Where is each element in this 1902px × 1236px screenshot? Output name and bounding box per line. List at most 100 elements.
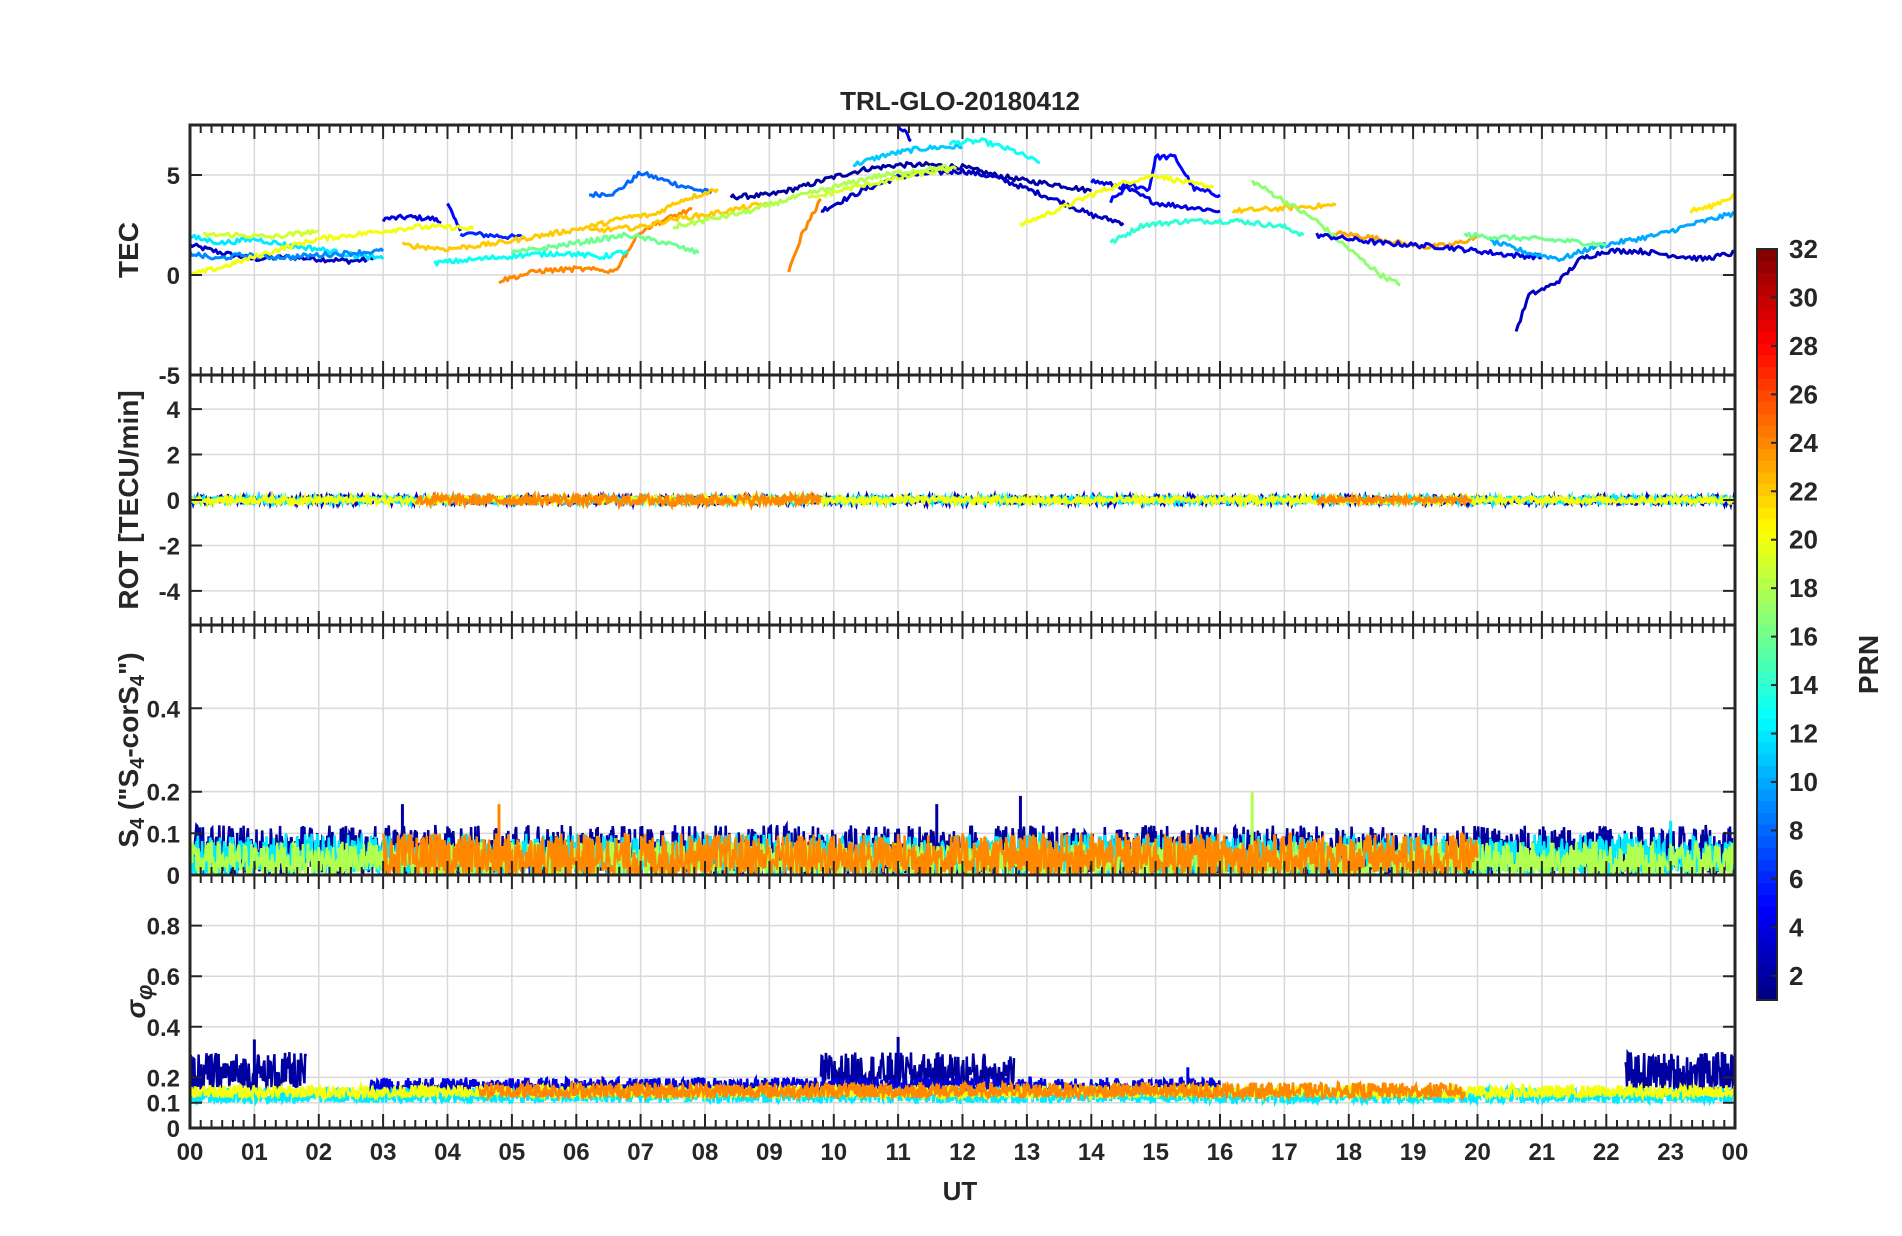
panel-s4: 0 0.1 0.2 0.4S4 ("S4-corS4") <box>113 623 1737 890</box>
colorbar-segment <box>1757 425 1777 438</box>
x-tick-label: 08 <box>692 1139 719 1166</box>
tec-series-prn-10 <box>1489 211 1735 263</box>
colorbar-segment <box>1757 577 1777 590</box>
colorbar-segment <box>1757 765 1777 778</box>
colorbar-segment <box>1757 624 1777 637</box>
tec-series-prn-22 <box>1231 202 1337 215</box>
colorbar-segment <box>1757 366 1777 379</box>
colorbar-segment <box>1757 436 1777 450</box>
y-axis-label-tec: TEC <box>113 222 144 278</box>
tec-series-prn-13 <box>948 137 1041 165</box>
colorbar-segment <box>1757 988 1777 1001</box>
colorbar-segment <box>1757 307 1777 320</box>
colorbar-segment <box>1757 847 1777 860</box>
colorbar-tick-label: 22 <box>1789 476 1818 506</box>
colorbar-segment <box>1757 448 1777 461</box>
y-axis-label-sigma_phi: σφ <box>120 984 157 1018</box>
colorbar-segment <box>1757 565 1777 579</box>
colorbar-segment <box>1757 870 1777 884</box>
x-tick-label: 05 <box>499 1139 526 1166</box>
colorbar-segment <box>1757 894 1777 907</box>
colorbar-segment <box>1757 542 1777 555</box>
y-tick-label: 0.1 <box>147 821 180 848</box>
y-axis-label-s4: S4 ("S4-corS4") <box>113 652 149 847</box>
y-tick-label: 0.6 <box>147 964 180 991</box>
colorbar-segment <box>1757 530 1777 543</box>
tec-series-prn-19 <box>807 165 958 199</box>
x-tick-label: 09 <box>756 1139 783 1166</box>
x-tick-label: 13 <box>1014 1139 1041 1166</box>
rot-series-prn-20 <box>190 490 1735 509</box>
x-axis-label: UT <box>943 1176 978 1206</box>
tec-series-prn-8 <box>588 170 713 199</box>
tec-series-prn-22 <box>401 187 720 253</box>
colorbar-segment <box>1757 647 1777 661</box>
x-tick-label: 19 <box>1400 1139 1427 1166</box>
colorbar-segment <box>1757 295 1777 309</box>
colorbar-frame <box>1756 248 1778 1001</box>
colorbar-segment <box>1757 753 1777 766</box>
colorbar-segment <box>1757 378 1777 391</box>
y-tick-label: 0 <box>167 1116 180 1143</box>
colorbar-segment <box>1757 683 1777 696</box>
colorbar-label: PRN <box>1853 635 1884 694</box>
x-tick-label: 16 <box>1207 1139 1234 1166</box>
colorbar-tick-label: 26 <box>1789 379 1818 409</box>
panel-rot: -4 -2 0 2 4 ROT [TECU/min] <box>113 373 1737 627</box>
tec-series-prn-22 <box>588 201 771 234</box>
colorbar-segment <box>1757 741 1777 755</box>
y-tick-label: 0 <box>167 863 180 890</box>
x-tick-label: 03 <box>370 1139 397 1166</box>
tec-series-prn-6 <box>459 230 526 241</box>
colorbar-segment <box>1757 413 1777 426</box>
y-tick-label: 0.1 <box>147 1091 180 1118</box>
colorbar-segment <box>1757 471 1777 485</box>
colorbar-segment <box>1757 483 1777 497</box>
y-tick-label: 0 <box>167 488 180 515</box>
colorbar-segment <box>1757 284 1777 297</box>
tec-series-prn-24 <box>498 207 693 285</box>
colorbar-segment <box>1757 554 1777 567</box>
x-ticks <box>189 625 1736 875</box>
tec-series-prn-17 <box>1250 179 1401 287</box>
y-tick-label: 2 <box>167 443 180 470</box>
chart-title: TRL-GLO-20180412 <box>840 86 1080 116</box>
colorbar-segment <box>1757 694 1777 708</box>
tec-series-prn-20 <box>190 223 475 278</box>
colorbar-segment <box>1757 589 1777 602</box>
colorbar-tick-label: 32 <box>1789 234 1818 264</box>
colorbar-segment <box>1757 906 1777 919</box>
x-tick-label: 04 <box>434 1139 461 1166</box>
colorbar-tick-label: 6 <box>1789 864 1803 894</box>
colorbar-tick-label: 16 <box>1789 622 1818 652</box>
y-tick-label: 4 <box>167 397 181 424</box>
tec-series-prn-24 <box>787 197 822 273</box>
y-tick-label: 0.4 <box>147 696 181 723</box>
y-tick-label: 0.8 <box>147 914 180 941</box>
x-tick-label: 07 <box>627 1139 654 1166</box>
colorbar-segment <box>1757 835 1777 849</box>
colorbar-segment <box>1757 917 1777 931</box>
tec-series-prn-9 <box>190 247 385 261</box>
x-tick-label: 10 <box>820 1139 847 1166</box>
y-tick-label: 5 <box>167 163 180 190</box>
tec-series-prn-13 <box>433 249 629 267</box>
colorbar-segment <box>1757 636 1777 649</box>
colorbar-segment <box>1757 518 1777 532</box>
tec-series-prn-4 <box>1315 232 1543 261</box>
tec-series-prn-4 <box>896 125 912 143</box>
y-tick-label: 0 <box>167 263 180 290</box>
colorbar-tick-label: 14 <box>1789 670 1818 700</box>
colorbar-segment <box>1757 788 1777 802</box>
colorbar-segment <box>1757 260 1777 274</box>
colorbar-segment <box>1757 389 1777 403</box>
y-tick-label: -5 <box>159 363 180 390</box>
x-tick-label: 23 <box>1657 1139 1684 1166</box>
panel-data <box>190 1036 1735 1108</box>
colorbar-segment <box>1757 730 1777 743</box>
colorbar-tick-label: 24 <box>1789 428 1818 458</box>
colorbar-tick-label: 4 <box>1789 912 1804 942</box>
sigma_phi-series-prn-24 <box>478 1079 1466 1103</box>
colorbar-segment <box>1757 823 1777 837</box>
tec-series-prn-20 <box>1019 173 1215 227</box>
